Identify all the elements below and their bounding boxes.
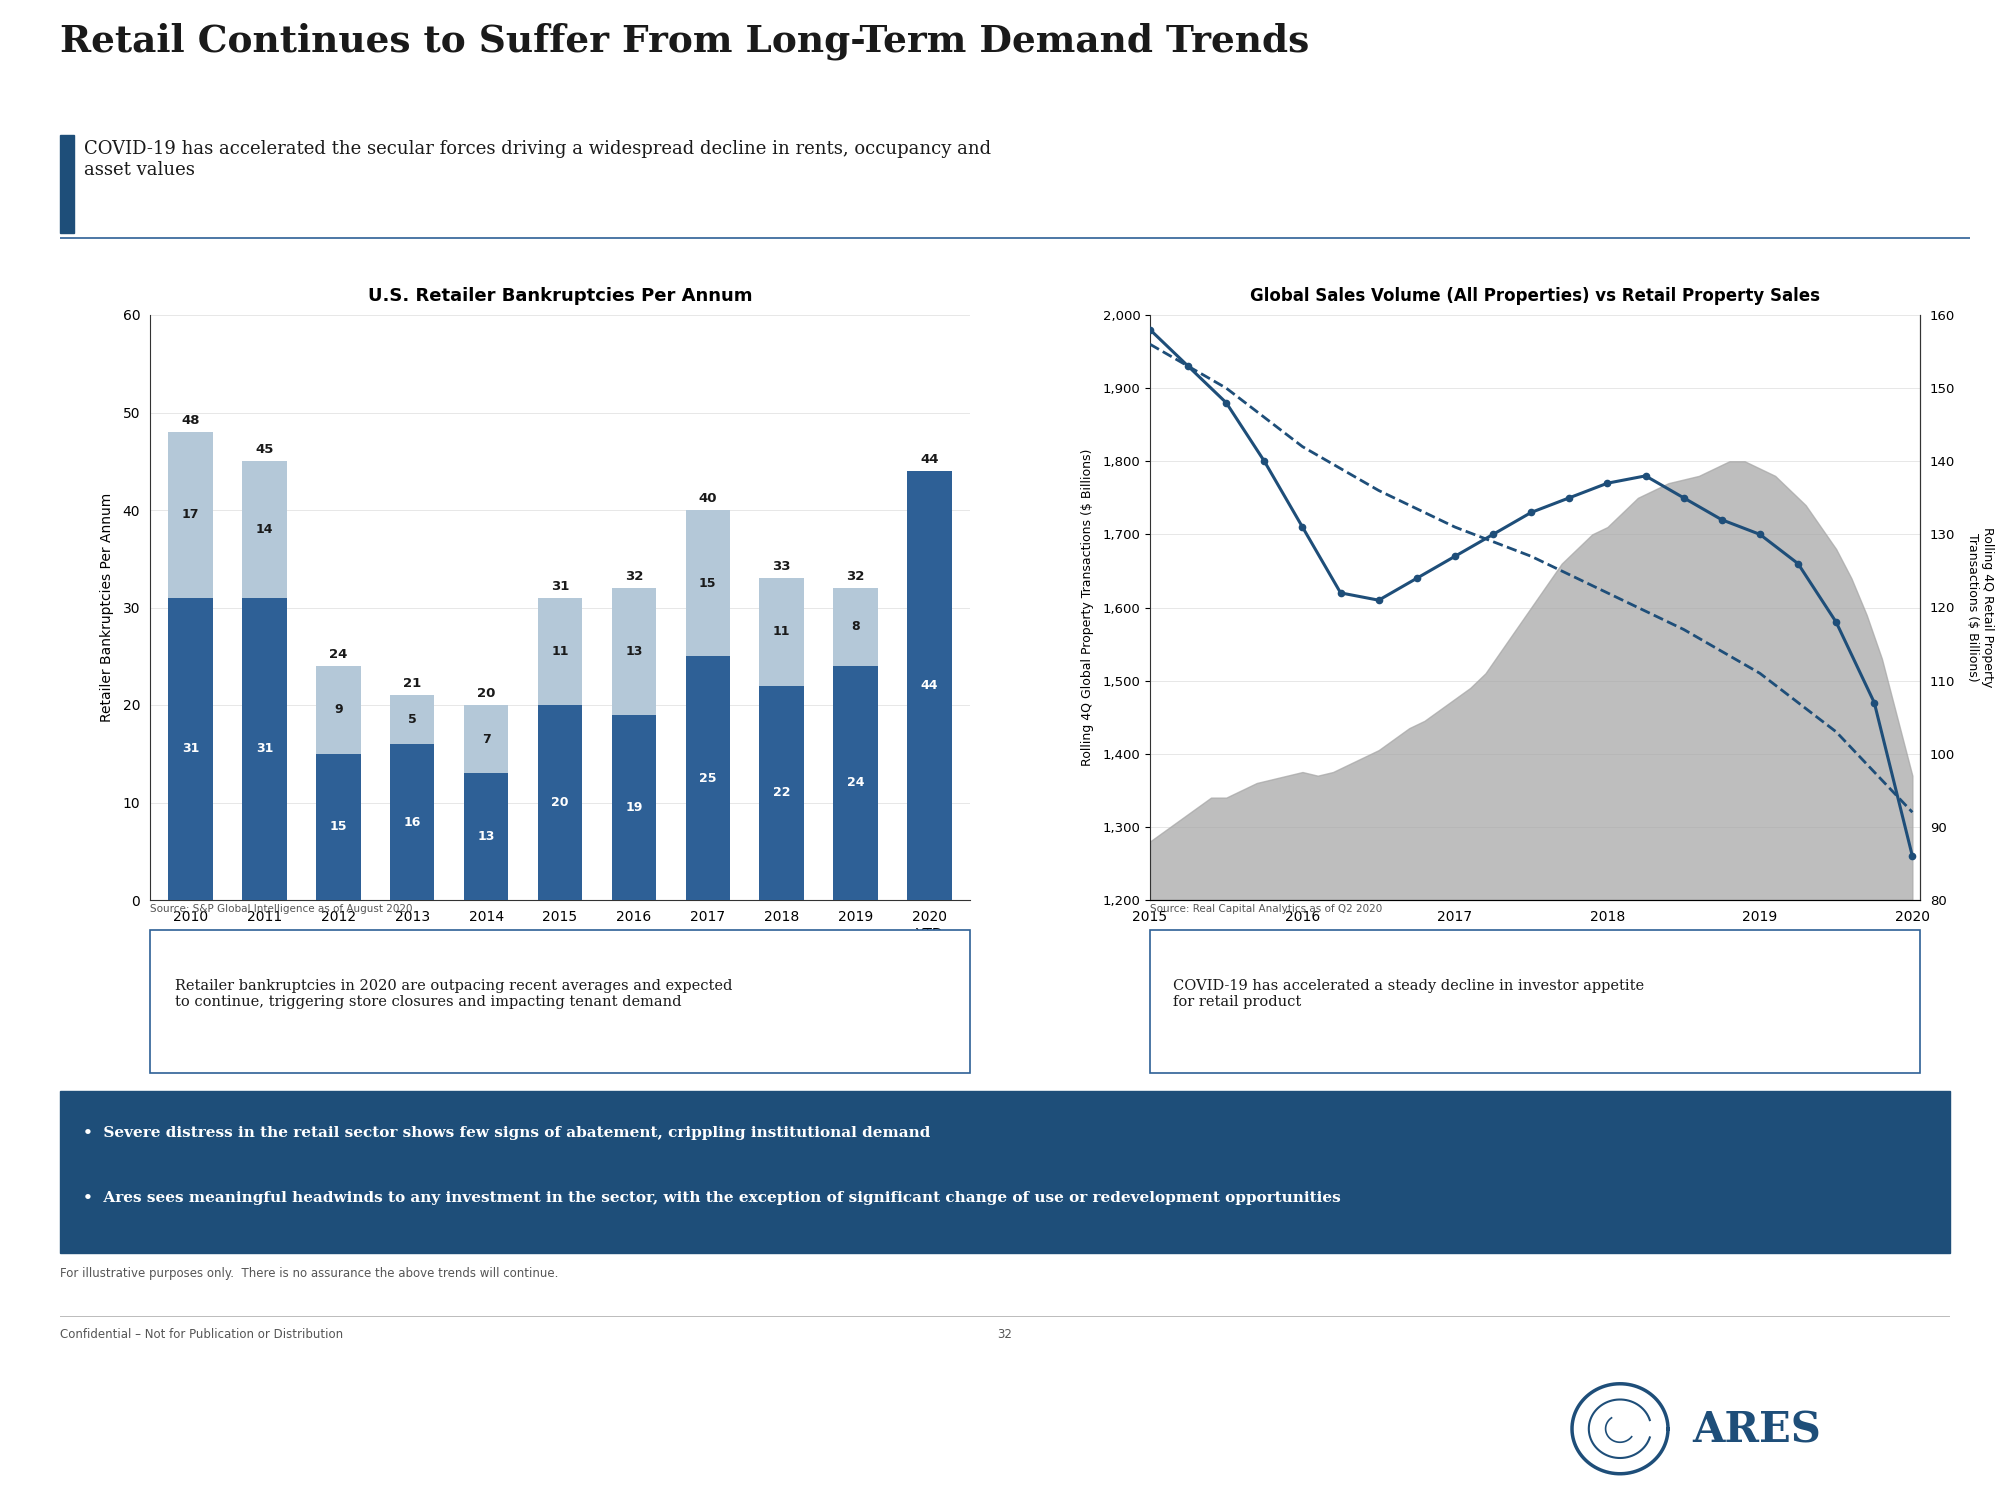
Text: 24: 24 — [846, 777, 864, 789]
Text: 19: 19 — [626, 801, 642, 814]
Legend: YTD through mid-Aug, Rest of the Year: YTD through mid-Aug, Rest of the Year — [350, 951, 688, 975]
Title: U.S. Retailer Bankruptcies Per Annum: U.S. Retailer Bankruptcies Per Annum — [368, 286, 752, 304]
Text: 24: 24 — [330, 648, 348, 662]
Text: 20: 20 — [552, 796, 568, 808]
Text: 11: 11 — [772, 626, 790, 639]
Text: 31: 31 — [550, 580, 570, 592]
Legend: All Property Types, Retail: All Property Types, Retail — [1292, 946, 1546, 969]
Y-axis label: Rolling 4Q Retail Property
Transactions ($ Billions): Rolling 4Q Retail Property Transactions … — [1966, 528, 1994, 687]
Text: 13: 13 — [626, 645, 642, 658]
Text: For illustrative purposes only.  There is no assurance the above trends will con: For illustrative purposes only. There is… — [60, 1268, 558, 1281]
Text: 44: 44 — [920, 680, 938, 692]
Bar — [834, 666, 878, 900]
Title: Global Sales Volume (All Properties) vs Retail Property Sales: Global Sales Volume (All Properties) vs … — [1250, 286, 1820, 304]
Text: Retail Continues to Suffer From Long-Term Demand Trends: Retail Continues to Suffer From Long-Ter… — [60, 22, 1310, 60]
Y-axis label: Rolling 4Q Global Property Transactions ($ Billions): Rolling 4Q Global Property Transactions … — [1082, 448, 1094, 766]
Bar — [390, 744, 434, 900]
Text: Source: S&P Global Intelligence as of August 2020: Source: S&P Global Intelligence as of Au… — [150, 904, 412, 914]
Text: 7: 7 — [482, 732, 490, 746]
Bar — [390, 696, 434, 744]
Text: 45: 45 — [256, 444, 274, 456]
Bar — [168, 432, 212, 597]
Text: 14: 14 — [256, 524, 274, 536]
Bar — [538, 705, 582, 900]
Bar — [760, 686, 804, 900]
Text: COVID-19 has accelerated a steady decline in investor appetite
for retail produc: COVID-19 has accelerated a steady declin… — [1174, 980, 1644, 1010]
Text: 8: 8 — [852, 621, 860, 633]
Bar — [834, 588, 878, 666]
Bar — [464, 774, 508, 900]
Text: 33: 33 — [772, 561, 790, 573]
Text: 5: 5 — [408, 712, 416, 726]
Text: 21: 21 — [404, 678, 422, 690]
Bar — [464, 705, 508, 774]
Bar — [168, 597, 212, 900]
Text: 20: 20 — [476, 687, 496, 700]
Bar — [612, 588, 656, 716]
Text: 11: 11 — [552, 645, 568, 658]
Text: 31: 31 — [182, 742, 200, 756]
Bar — [538, 597, 582, 705]
Bar — [242, 597, 286, 900]
Text: 16: 16 — [404, 816, 420, 828]
FancyBboxPatch shape — [1150, 930, 1920, 1072]
Text: 32: 32 — [998, 1328, 1012, 1341]
Bar — [686, 657, 730, 900]
Text: 22: 22 — [772, 786, 790, 800]
Y-axis label: Retailer Bankruptcies Per Annum: Retailer Bankruptcies Per Annum — [100, 494, 114, 722]
Text: 32: 32 — [624, 570, 644, 584]
Text: 48: 48 — [182, 414, 200, 428]
Text: •  Ares sees meaningful headwinds to any investment in the sector, with the exce: • Ares sees meaningful headwinds to any … — [82, 1191, 1340, 1204]
Text: 40: 40 — [698, 492, 716, 506]
Text: 17: 17 — [182, 509, 200, 522]
Bar — [316, 666, 360, 753]
Text: 15: 15 — [330, 821, 348, 834]
Text: 15: 15 — [698, 576, 716, 590]
Text: 9: 9 — [334, 704, 342, 717]
Text: Confidential – Not for Publication or Distribution: Confidential – Not for Publication or Di… — [60, 1328, 344, 1341]
Bar — [760, 579, 804, 686]
FancyBboxPatch shape — [150, 930, 970, 1072]
Text: ARES: ARES — [1692, 1410, 1820, 1452]
Text: Retailer bankruptcies in 2020 are outpacing recent averages and expected
to cont: Retailer bankruptcies in 2020 are outpac… — [174, 980, 732, 1010]
Text: 13: 13 — [478, 830, 494, 843]
Text: •  Severe distress in the retail sector shows few signs of abatement, crippling : • Severe distress in the retail sector s… — [82, 1126, 930, 1140]
Text: Source: Real Capital Analytics as of Q2 2020: Source: Real Capital Analytics as of Q2 … — [1150, 904, 1382, 914]
Text: COVID-19 has accelerated the secular forces driving a widespread decline in rent: COVID-19 has accelerated the secular for… — [84, 140, 992, 178]
Text: 25: 25 — [698, 771, 716, 784]
Bar — [242, 462, 286, 597]
Bar — [316, 753, 360, 900]
Text: 31: 31 — [256, 742, 274, 756]
Text: 44: 44 — [920, 453, 938, 466]
Bar — [908, 471, 952, 900]
Text: 32: 32 — [846, 570, 864, 584]
Bar — [686, 510, 730, 657]
Bar — [612, 716, 656, 900]
